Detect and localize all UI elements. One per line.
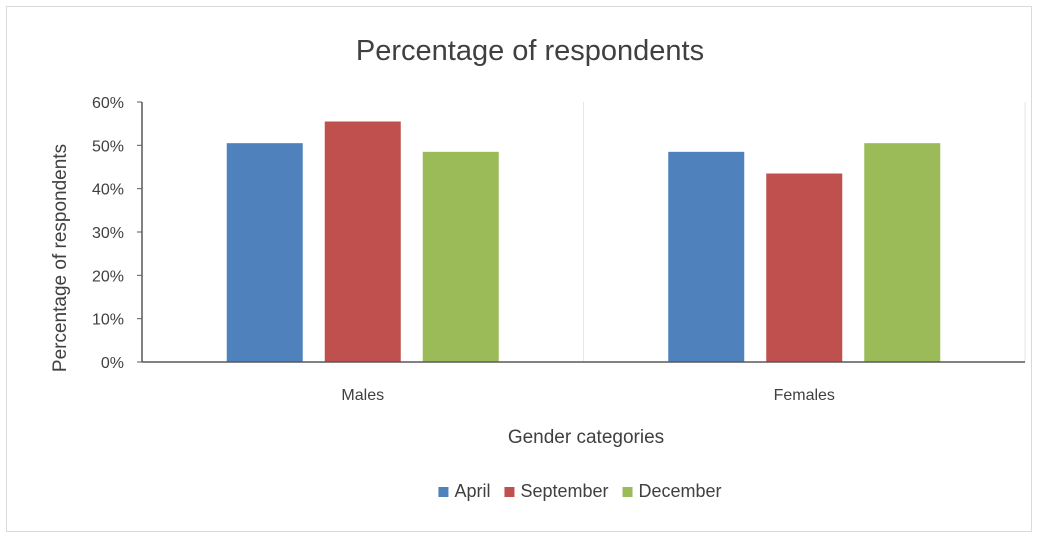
- x-tick-label: Females: [774, 387, 835, 404]
- y-tick-label: 20%: [92, 268, 124, 285]
- y-tick-label: 40%: [92, 182, 124, 199]
- y-tick-label: 0%: [101, 355, 124, 372]
- legend-swatch-december: [622, 487, 633, 497]
- legend-label-september: September: [520, 481, 608, 501]
- chart-frame: [6, 6, 1032, 532]
- legend-label-april: April: [454, 481, 490, 501]
- x-axis-title: Gender categories: [508, 427, 664, 448]
- y-axis-title: Percentage of respondents: [50, 144, 71, 372]
- bar-april-females: [668, 151, 745, 362]
- bar-december-males: [422, 151, 499, 362]
- y-tick-label: 10%: [92, 312, 124, 329]
- legend-swatch-september: [504, 487, 515, 497]
- y-tick-label: 50%: [92, 138, 124, 155]
- legend-label-december: December: [639, 481, 722, 501]
- bar-september-females: [766, 173, 843, 362]
- bar-april-males: [226, 143, 303, 362]
- legend-swatch-april: [438, 487, 449, 497]
- legend: April September December: [438, 481, 722, 501]
- y-tick-label: 30%: [92, 225, 124, 242]
- x-tick-label: Males: [341, 387, 384, 404]
- y-tick-label: 60%: [92, 95, 124, 112]
- chart-title: Percentage of respondents: [356, 35, 704, 67]
- bar-september-males: [324, 121, 401, 362]
- bar-december-females: [864, 143, 941, 362]
- plot-area: 0% 10% 20% 30% 40% 50% 60% Males Females: [92, 95, 1026, 404]
